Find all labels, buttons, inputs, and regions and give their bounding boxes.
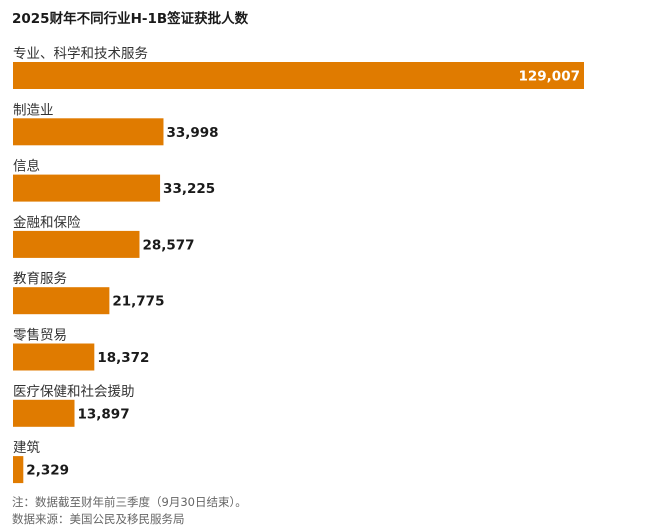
bar [13, 118, 164, 146]
data-label: 18,372 [97, 350, 149, 366]
category-label: 教育服务 [13, 271, 67, 287]
category-label: 建筑 [13, 440, 40, 456]
data-label: 129,007 [519, 69, 581, 85]
data-label: 13,897 [78, 406, 130, 422]
chart-title: 2025财年不同行业H-1B签证获批人数 [12, 11, 249, 27]
bar [13, 174, 161, 202]
data-label: 21,775 [112, 294, 164, 310]
category-label: 医疗保健和社会援助 [13, 384, 135, 400]
bar [13, 230, 140, 258]
data-label: 33,225 [163, 181, 215, 197]
bar [13, 399, 75, 427]
data-label: 2,329 [26, 463, 69, 479]
data-label: 33,998 [166, 125, 218, 141]
bar [13, 287, 110, 315]
bar-chart: 专业、科学和技术服务 129,007 制造业 33,998 信息 33,225 金融和保险 2… [13, 46, 584, 484]
category-label: 信息 [13, 158, 40, 175]
category-label: 金融和保险 [13, 215, 81, 231]
category-label: 零售贸易 [13, 328, 67, 344]
bar [13, 62, 584, 89]
data-label: 28,577 [142, 237, 194, 253]
source-note: 数据来源：美国公民及移民服务局 [12, 512, 185, 526]
bar [13, 456, 24, 484]
bar [13, 343, 95, 371]
footnote: 注：数据截至财年前三季度（9月30日结束）。 [12, 495, 247, 509]
category-label: 制造业 [13, 102, 54, 118]
category-label: 专业、科学和技术服务 [13, 46, 148, 62]
